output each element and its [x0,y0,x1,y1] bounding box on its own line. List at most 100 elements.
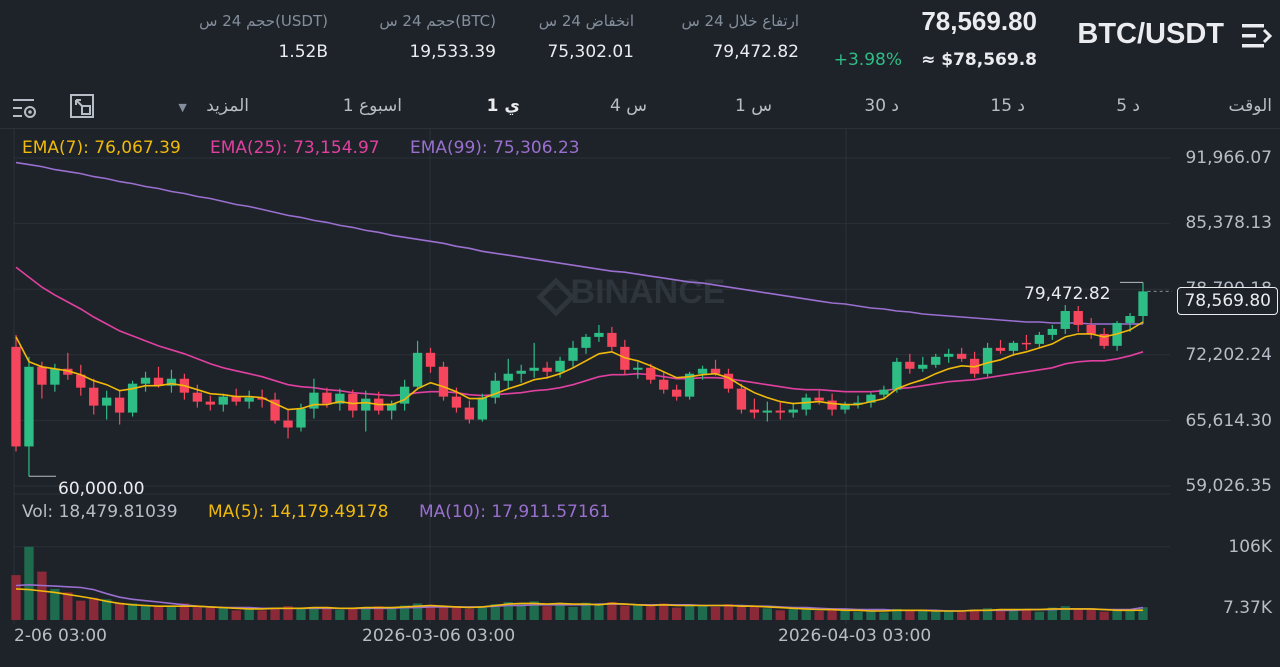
candle [1086,317,1096,339]
candle [762,401,772,422]
candle [127,380,138,417]
tab-1d[interactable]: 1 ي [486,96,520,116]
candle [775,402,785,420]
candle [399,379,410,411]
candle-body [762,410,772,413]
volume-tick: 7.37K [1223,598,1272,618]
candle [153,366,164,388]
candle [89,378,99,415]
candle-body [840,404,850,410]
tab-4h[interactable]: 4 س [610,96,647,116]
candle-body [348,393,358,411]
candle [633,361,643,379]
volume-bar [153,606,164,620]
chart-settings-icon[interactable] [10,92,40,122]
last-price-tag: 78,569.80 [1177,287,1278,315]
stat-24h-volume-btc: حجم 24 س(BTC) 19,533.39 [379,12,496,62]
candle [969,351,980,378]
candle [361,390,371,432]
volume-bar [348,608,358,620]
trading-pair-title[interactable]: BTC/USDT [1077,18,1224,50]
volume-bar [956,611,967,620]
expand-chart-icon[interactable] [68,92,96,122]
volume-bar [1021,610,1032,620]
ma5-legend: MA(5): 14,179.49178 [208,502,389,522]
candle-body [438,366,449,397]
candle [866,392,876,408]
candle-body [788,409,798,413]
candle [853,395,863,409]
ema99-line [15,161,1144,325]
tab-1h[interactable]: 1 س [735,96,772,116]
candle [697,365,708,380]
candle [283,408,293,439]
volume-bar [490,604,500,620]
volume-bar [412,603,423,620]
candle [335,388,345,411]
candle-body [646,367,656,380]
candle [1073,306,1083,332]
volume-bar [853,611,863,620]
candle-body [76,374,86,388]
candle-body [1125,315,1135,323]
volume-bar [114,602,125,620]
volume-bar [438,606,449,620]
volume-bar [866,611,876,620]
volume-bar [969,609,980,620]
volume-bar [516,603,526,620]
candle [568,340,578,367]
tab-5m[interactable]: 5 د [1116,96,1140,116]
candle-body [24,366,34,447]
candle [788,402,798,418]
candle [671,384,682,401]
candle [956,347,967,362]
candle-body [1047,328,1057,335]
candle-body [542,367,552,372]
volume-bar [102,599,112,620]
tab-1w[interactable]: 1 اسبوع [342,96,402,116]
candle-body [399,386,410,404]
candle-body [736,388,747,410]
volume-bar [684,604,695,620]
candle-body [102,397,112,406]
volume-bar [646,606,656,620]
stat-label: حجم 24 س(USDT) [199,12,328,30]
volume-bar [710,606,721,620]
candle [1125,313,1135,332]
candle [646,363,656,384]
candle [270,392,280,424]
candle-body [127,383,138,413]
ema99-path [15,161,1144,325]
stat-24h-high: ارتفاع خلال 24 س 79,472.82 [681,12,799,62]
candle-body [192,392,203,402]
volume-bar [451,606,462,620]
tab-time[interactable]: الوقت [1228,96,1272,116]
candle [542,361,552,379]
candle [736,383,747,414]
volume-bar [11,575,21,620]
candle-body [697,368,708,374]
candlestick-chart[interactable]: BINANCE [0,129,1280,667]
stat-value: 79,472.82 [712,42,799,62]
binance-watermark: BINANCE [571,273,726,311]
price-tick: 65,614.30 [1185,411,1272,431]
candle [192,384,203,408]
price-change-percent: +3.98% [833,50,902,70]
candle [166,369,177,393]
menu-icon[interactable] [1240,20,1274,52]
candle-body [1021,342,1032,345]
volume-bar [477,607,488,620]
volume-bar [982,608,993,620]
candle [1047,324,1057,340]
candle-body [361,398,371,411]
stat-label: حجم 24 س(BTC) [379,12,496,30]
volume-bar [283,606,293,620]
candle [257,389,267,408]
candle-body [1034,334,1045,344]
volume-bar [905,611,915,620]
tab-30m[interactable]: 30 د [864,96,899,116]
tab-15m[interactable]: 15 د [990,96,1025,116]
candle-body [1086,324,1096,334]
more-dropdown[interactable]: ▼ المزيد [178,96,249,116]
candle-body [568,347,578,361]
